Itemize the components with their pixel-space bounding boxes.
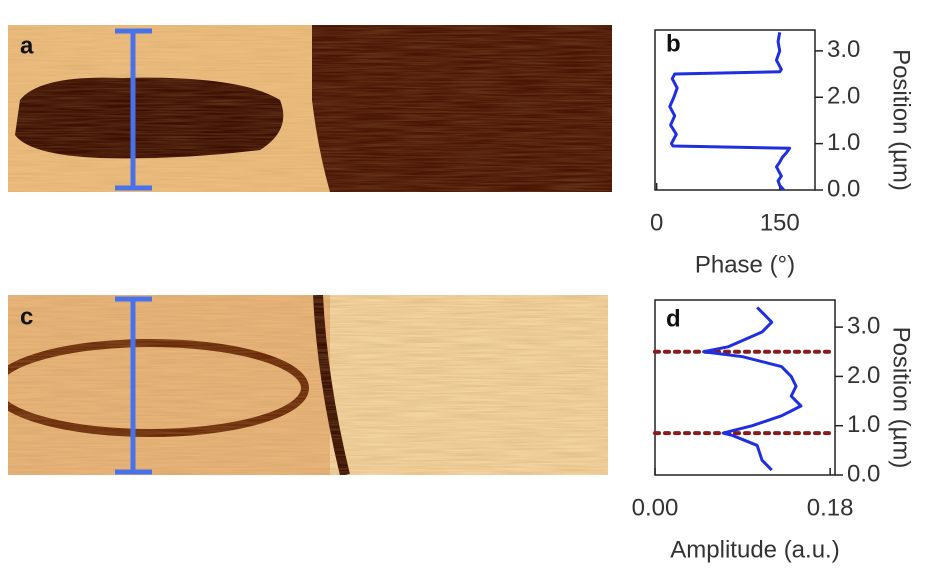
panel-label: b: [666, 30, 681, 57]
panel-label: d: [666, 305, 681, 332]
x-tick-label: 0: [650, 209, 663, 236]
plot-frame: [654, 299, 836, 476]
x-tick-label: 0.18: [807, 494, 854, 521]
amplitude-image: [8, 295, 608, 475]
panel-label: c: [20, 303, 33, 330]
y-tick-label: 0.0: [847, 460, 880, 487]
y-axis-label: Position (µm): [888, 327, 915, 469]
panel-label: a: [20, 32, 34, 59]
profile-line: [702, 306, 803, 472]
scale-bar: [115, 28, 152, 475]
y-tick-label: 3.0: [847, 312, 880, 339]
y-tick-label: 1.0: [847, 411, 880, 438]
x-tick-label: 0.00: [632, 494, 679, 521]
plot-frame: [654, 29, 816, 191]
profile-line: [668, 32, 792, 191]
x-axis-label: Amplitude (a.u.): [670, 536, 839, 563]
phase-image: [8, 25, 612, 192]
y-axis-label: Position (µm): [888, 49, 915, 191]
y-tick-label: 0.0: [827, 175, 860, 202]
y-tick-label: 2.0: [847, 362, 880, 389]
y-tick-label: 1.0: [827, 129, 860, 156]
y-tick-label: 2.0: [827, 83, 860, 110]
x-axis-label: Phase (°): [695, 251, 795, 278]
y-tick-label: 3.0: [827, 36, 860, 63]
x-tick-label: 150: [760, 209, 800, 236]
